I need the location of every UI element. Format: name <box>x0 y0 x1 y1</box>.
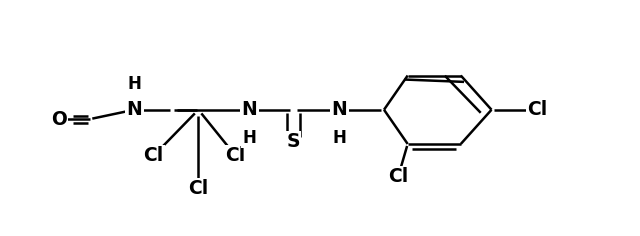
Text: Cl: Cl <box>388 168 408 186</box>
Text: Cl: Cl <box>188 179 209 198</box>
Text: N: N <box>242 100 257 119</box>
Text: H: H <box>127 75 141 93</box>
Text: O: O <box>51 110 67 129</box>
Text: N: N <box>332 100 347 119</box>
Text: Cl: Cl <box>527 100 548 119</box>
Text: H: H <box>332 129 346 147</box>
Text: S: S <box>286 132 300 151</box>
Text: Cl: Cl <box>143 146 164 165</box>
Text: H: H <box>243 129 257 147</box>
Text: Cl: Cl <box>225 146 246 165</box>
Text: N: N <box>127 100 142 119</box>
